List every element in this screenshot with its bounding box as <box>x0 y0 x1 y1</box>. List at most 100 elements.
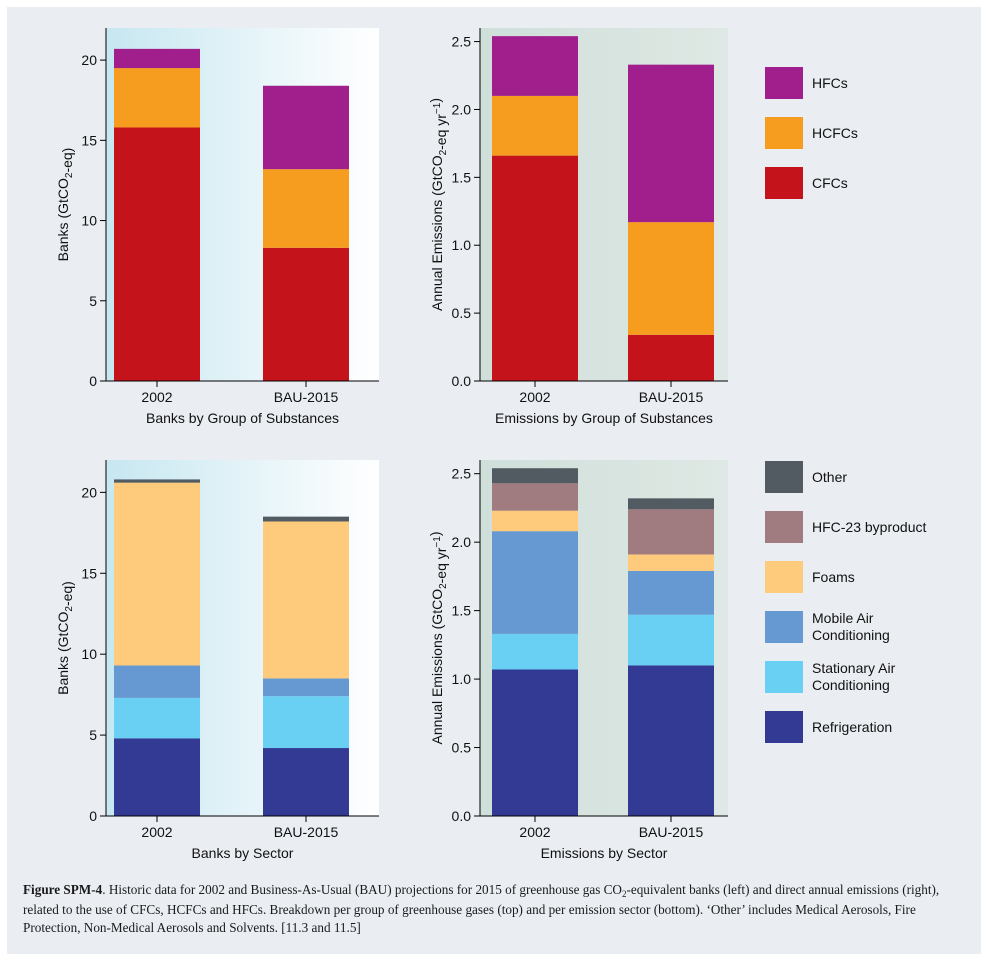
chart-2-y-tick-label-0: 0 <box>89 808 97 824</box>
chart-1-y-axis-title: Annual Emissions (GtCO2-eq yr−1) <box>427 98 449 311</box>
legend-1-label-0: Other <box>812 469 847 485</box>
chart-1-bar-1-segment-0 <box>628 334 714 381</box>
chart-0-bar-0-segment-2 <box>114 48 200 69</box>
chart-3-y-axis-title: Annual Emissions (GtCO2-eq yr−1) <box>427 531 449 744</box>
chart-1-x-tick-label-1: BAU-2015 <box>639 389 704 405</box>
legend-1-swatch-5 <box>765 711 803 743</box>
chart-2: 0 5 10 15 20 2002 BAU-2015 Banks by Sector Banks… <box>55 460 379 861</box>
chart-2-bar-1-segment-0 <box>263 748 349 816</box>
legend-1-swatch-0 <box>765 461 803 493</box>
chart-2-bar-0-segment-3 <box>114 482 200 666</box>
legend-1-label-4: Stationary Air Conditioning <box>812 660 896 693</box>
chart-1-bar-0-segment-2 <box>492 36 578 96</box>
legend-1-swatch-3 <box>765 611 803 643</box>
chart-3-bar-1-segment-3 <box>628 554 714 571</box>
chart-3-bar-1-segment-4 <box>628 509 714 555</box>
caption-text-part1: . Historic data for 2002 and Business-As… <box>102 882 622 897</box>
chart-2-y-tick-label-3: 15 <box>81 565 97 581</box>
chart-2-x-tick-label-1: BAU-2015 <box>274 824 339 840</box>
chart-2-bar-0-segment-5 <box>114 479 200 483</box>
chart-2-bar-1-segment-5 <box>263 516 349 522</box>
legend-1-label-1: HFC-23 byproduct <box>812 519 926 535</box>
chart-1-bar-1-segment-1 <box>628 222 714 335</box>
chart-1-y-tick-label-5: 2.5 <box>452 34 472 50</box>
chart-3: 0.0 0.5 1.0 1.5 2.0 2.5 2002 BAU-2015 Emissions … <box>427 460 728 861</box>
chart-0-y-tick-label-3: 15 <box>81 132 97 148</box>
chart-1-y-tick-label-2: 1.0 <box>452 237 472 253</box>
figure-caption: Figure SPM-4. Historic data for 2002 and… <box>23 881 973 938</box>
legend-1-label-5: Refrigeration <box>812 719 892 735</box>
chart-1-y-tick-label-0: 0.0 <box>452 373 472 389</box>
legend-0-swatch-0 <box>765 67 803 99</box>
chart-0-y-tick-label-0: 0 <box>89 373 97 389</box>
chart-0-y-tick-label-4: 20 <box>81 52 97 68</box>
chart-3-y-tick-label-3: 1.5 <box>452 603 472 619</box>
chart-3-bar-1-segment-5 <box>628 498 714 510</box>
chart-2-y-tick-label-2: 10 <box>81 646 97 662</box>
legend-0-label-2: CFCs <box>812 175 848 191</box>
chart-3-y-tick-label-5: 2.5 <box>452 466 472 482</box>
legend-1-label-2: Foams <box>812 569 855 585</box>
caption-text-part2: -equivalent banks (left) and direct annu… <box>23 882 940 935</box>
chart-1-y-tick-label-3: 1.5 <box>452 169 472 185</box>
caption-subscript: 2 <box>621 889 627 899</box>
legend-0-label-0: HFCs <box>812 75 848 91</box>
chart-2-bar-1-segment-1 <box>263 696 349 749</box>
chart-1: 0.0 0.5 1.0 1.5 2.0 2.5 2002 BAU-2015 Emissions … <box>427 28 728 426</box>
chart-0-x-tick-label-1: BAU-2015 <box>274 389 339 405</box>
chart-2-bar-1-segment-3 <box>263 521 349 679</box>
chart-0-x-axis-title: Banks by Group of Substances <box>146 410 339 426</box>
chart-3-x-tick-label-1: BAU-2015 <box>639 824 704 840</box>
chart-3-bar-0-segment-4 <box>492 483 578 511</box>
chart-3-bar-0-segment-1 <box>492 633 578 670</box>
chart-0-bar-0-segment-1 <box>114 68 200 128</box>
chart-1-y-tick-label-1: 0.5 <box>452 305 472 321</box>
chart-3-y-tick-label-0: 0.0 <box>452 808 472 824</box>
legend-1-swatch-1 <box>765 511 803 543</box>
chart-1-bar-0-segment-0 <box>492 155 578 381</box>
caption-label: Figure SPM-4 <box>23 882 103 897</box>
chart-1-bar-1-segment-2 <box>628 64 714 223</box>
chart-0-bar-1-segment-0 <box>263 247 349 381</box>
chart-3-bar-0-segment-2 <box>492 531 578 634</box>
chart-3-bar-0-segment-0 <box>492 669 578 816</box>
chart-3-bar-1-segment-1 <box>628 614 714 666</box>
chart-2-bar-1-segment-2 <box>263 678 349 697</box>
chart-2-bar-0-segment-0 <box>114 738 200 816</box>
chart-0-bar-1-segment-1 <box>263 169 349 248</box>
chart-3-bar-1-segment-2 <box>628 570 714 615</box>
chart-2-bar-0-segment-2 <box>114 665 200 698</box>
legend-0: HFCs HCFCs CFCs <box>765 67 858 199</box>
chart-3-x-axis-title: Emissions by Sector <box>541 845 668 861</box>
chart-3-y-tick-label-1: 0.5 <box>452 740 472 756</box>
chart-3-bar-0-segment-5 <box>492 468 578 484</box>
chart-3-x-tick-label-0: 2002 <box>519 824 550 840</box>
chart-1-y-tick-label-4: 2.0 <box>452 101 472 117</box>
chart-1-x-axis-title: Emissions by Group of Substances <box>495 410 713 426</box>
chart-0-x-tick-label-0: 2002 <box>141 389 172 405</box>
chart-0-bar-0-segment-0 <box>114 127 200 382</box>
legend-1-label-3: Mobile Air Conditioning <box>812 610 890 643</box>
chart-0: 0 5 10 15 20 2002 BAU-2015 Banks by Group of Su… <box>55 28 379 426</box>
legend-0-swatch-2 <box>765 167 803 199</box>
chart-0-y-tick-label-1: 5 <box>89 293 97 309</box>
chart-1-bar-0-segment-1 <box>492 95 578 156</box>
chart-3-y-tick-label-2: 1.0 <box>452 671 472 687</box>
chart-0-y-axis-title: Banks (GtCO2-eq) <box>55 148 75 262</box>
chart-3-bar-1-segment-0 <box>628 665 714 816</box>
chart-2-y-tick-label-1: 5 <box>89 727 97 743</box>
figure: 0 5 10 15 20 2002 BAU-2015 Banks by Group of Su… <box>7 7 981 954</box>
legend-1-swatch-4 <box>765 661 803 693</box>
chart-1-x-tick-label-0: 2002 <box>519 389 550 405</box>
chart-2-y-tick-label-4: 20 <box>81 484 97 500</box>
charts-canvas: 0 5 10 15 20 2002 BAU-2015 Banks by Group of Su… <box>55 28 926 861</box>
legend-1: Other HFC-23 byproduct Foams Mobile Air Cond… <box>765 461 926 743</box>
chart-0-bar-1-segment-2 <box>263 85 349 170</box>
chart-2-y-axis-title: Banks (GtCO2-eq) <box>55 581 75 695</box>
chart-0-y-tick-label-2: 10 <box>81 213 97 229</box>
chart-3-y-tick-label-4: 2.0 <box>452 534 472 550</box>
chart-3-bar-0-segment-3 <box>492 510 578 532</box>
chart-2-x-tick-label-0: 2002 <box>141 824 172 840</box>
legend-0-swatch-1 <box>765 117 803 149</box>
legend-0-label-1: HCFCs <box>812 125 858 141</box>
